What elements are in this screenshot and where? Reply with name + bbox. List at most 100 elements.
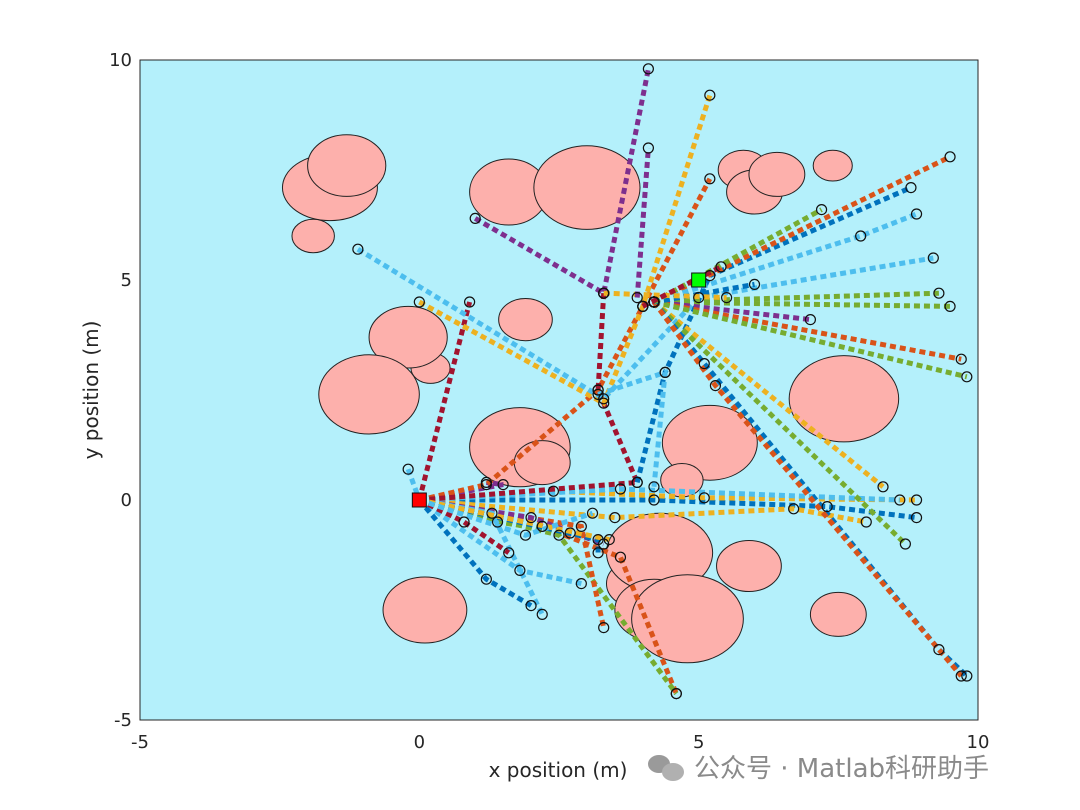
path-series-line bbox=[418, 177, 713, 503]
node-marker bbox=[855, 230, 867, 242]
node-marker bbox=[698, 492, 710, 504]
node-marker bbox=[659, 366, 671, 378]
watermark: 公众号 · Matlab科研助手 bbox=[648, 748, 989, 785]
path-series-line bbox=[473, 68, 651, 298]
path-series-line bbox=[653, 211, 918, 305]
node-marker bbox=[469, 212, 481, 224]
obstacle-circle bbox=[809, 591, 867, 637]
node-marker bbox=[486, 507, 498, 519]
obstacle-circle bbox=[812, 149, 853, 182]
node-marker bbox=[709, 380, 722, 392]
node-marker bbox=[910, 494, 923, 506]
y-axis-label: y position (m) bbox=[79, 321, 103, 460]
node-marker bbox=[804, 314, 817, 326]
node-marker bbox=[910, 208, 923, 220]
node-marker bbox=[944, 300, 956, 312]
path-series-line bbox=[634, 147, 651, 298]
goal-marker bbox=[691, 272, 707, 288]
path-series-line bbox=[652, 300, 885, 489]
node-marker bbox=[961, 670, 973, 682]
node-marker bbox=[910, 511, 923, 524]
node-marker bbox=[525, 511, 537, 524]
obstacle-circle bbox=[788, 355, 900, 443]
node-marker bbox=[575, 520, 587, 533]
path-series-line bbox=[652, 300, 908, 546]
obstacle-circle bbox=[661, 404, 758, 481]
path-series-line bbox=[641, 264, 723, 309]
node-marker bbox=[614, 483, 627, 495]
node-marker bbox=[603, 533, 615, 546]
obstacle-circle bbox=[318, 354, 420, 435]
node-marker bbox=[955, 353, 967, 365]
x-tick-label: 10 bbox=[967, 732, 990, 753]
node-marker bbox=[642, 142, 654, 154]
start-marker bbox=[411, 492, 427, 508]
obstacle-circle bbox=[382, 576, 468, 644]
node-marker bbox=[788, 503, 800, 515]
path-series-line bbox=[651, 300, 964, 678]
path-series-line bbox=[418, 497, 610, 543]
node-marker bbox=[575, 577, 587, 590]
node-marker bbox=[905, 182, 917, 194]
obstacle-circle bbox=[716, 539, 782, 593]
node-marker bbox=[536, 520, 548, 533]
node-marker bbox=[464, 296, 476, 308]
node-marker bbox=[631, 292, 643, 304]
node-marker bbox=[670, 687, 682, 700]
obstacle-circle bbox=[631, 574, 744, 664]
node-marker bbox=[720, 292, 733, 304]
path-series-line bbox=[419, 497, 867, 525]
node-marker bbox=[592, 533, 604, 546]
node-marker bbox=[514, 564, 526, 577]
node-marker bbox=[592, 388, 604, 400]
node-marker bbox=[547, 485, 560, 497]
path-series-line bbox=[418, 497, 594, 538]
node-marker bbox=[631, 476, 643, 488]
node-marker bbox=[592, 547, 604, 559]
node-marker bbox=[637, 300, 649, 312]
obstacle-circle bbox=[291, 218, 335, 254]
node-marker bbox=[704, 89, 716, 101]
markers-layer bbox=[411, 272, 707, 508]
y-tick-label: 10 bbox=[109, 50, 132, 71]
node-marker bbox=[821, 501, 833, 513]
path-series-line bbox=[653, 299, 811, 323]
node-marker bbox=[704, 173, 716, 185]
node-marker bbox=[586, 507, 599, 519]
node-marker bbox=[648, 494, 660, 506]
node-marker bbox=[609, 511, 621, 524]
obstacle-circle bbox=[307, 134, 387, 197]
x-tick-labels: -5 0 5 10 bbox=[131, 732, 989, 753]
node-marker bbox=[933, 643, 945, 656]
x-axis-label: x position (m) bbox=[489, 758, 628, 782]
node-marker bbox=[748, 278, 761, 290]
node-marker bbox=[458, 516, 470, 528]
obstacle-circle bbox=[368, 305, 448, 369]
node-marker bbox=[860, 516, 872, 528]
path-series-line bbox=[356, 247, 934, 402]
node-marker bbox=[525, 599, 537, 612]
node-marker bbox=[592, 384, 604, 396]
node-marker bbox=[553, 529, 565, 541]
obstacle-circle bbox=[498, 297, 553, 342]
x-tick-label: -5 bbox=[131, 732, 149, 753]
node-marker bbox=[598, 397, 610, 409]
node-marker bbox=[598, 287, 610, 299]
obstacle-circle bbox=[513, 440, 571, 486]
node-marker bbox=[648, 481, 660, 493]
node-marker bbox=[961, 371, 973, 383]
node-marker bbox=[933, 287, 945, 299]
node-marker bbox=[480, 573, 492, 585]
node-marker bbox=[693, 292, 705, 304]
node-marker bbox=[955, 670, 967, 682]
node-marker bbox=[519, 529, 532, 541]
path-series-line bbox=[418, 479, 504, 503]
node-marker bbox=[815, 204, 828, 216]
y-tick-label: -5 bbox=[114, 710, 132, 731]
watermark-text: 公众号 · Matlab科研助手 bbox=[694, 754, 990, 784]
path-series-line bbox=[418, 94, 713, 407]
path-series-line bbox=[419, 486, 900, 503]
node-marker bbox=[503, 547, 515, 559]
path-series-line bbox=[653, 281, 755, 305]
